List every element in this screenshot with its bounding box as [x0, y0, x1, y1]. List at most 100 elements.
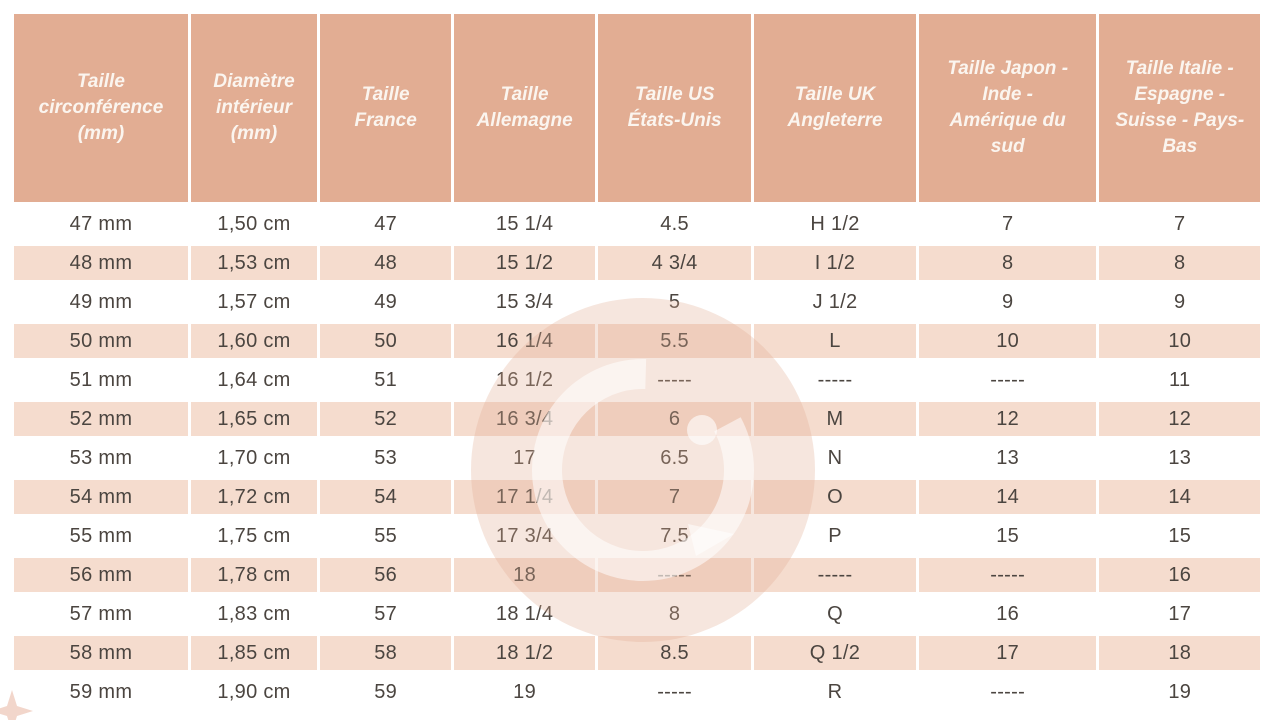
table-cell-allemagne: 18 — [454, 558, 596, 592]
header-row: Taille circonférence (mm) Diamètre intéri… — [14, 14, 1260, 202]
table-cell-uk: O — [754, 480, 916, 514]
table-cell-japon: 14 — [918, 480, 1097, 514]
table-cell-japon: 10 — [918, 324, 1097, 358]
table-cell-france: 48 — [320, 246, 452, 280]
table-body: 47 mm 1,50 cm 47 15 1/4 4.5 H 1/2 7 7 48 mm 1,53 … — [14, 207, 1260, 709]
table-cell-uk: J 1/2 — [754, 285, 916, 319]
table-cell-allemagne: 18 1/2 — [454, 636, 596, 670]
table-cell-japon: ----- — [918, 558, 1097, 592]
table-cell-allemagne: 17 1/4 — [454, 480, 596, 514]
table-cell-allemagne: 19 — [454, 675, 596, 709]
table-cell-uk: L — [754, 324, 916, 358]
table-cell-italie: 10 — [1099, 324, 1260, 358]
table-row: 48 mm 1,53 cm 48 15 1/2 4 3/4 I 1/2 8 8 — [14, 246, 1260, 280]
column-header-diametre-interieur: Diamètre intérieur (mm) — [190, 14, 318, 202]
table-cell-allemagne: 15 1/4 — [454, 207, 596, 241]
table-row: 47 mm 1,50 cm 47 15 1/4 4.5 H 1/2 7 7 — [14, 207, 1260, 241]
table-cell-france: 56 — [320, 558, 452, 592]
table-row: 55 mm 1,75 cm 55 17 3/4 7.5 P 15 15 — [14, 519, 1260, 553]
table-cell-allemagne: 15 1/2 — [454, 246, 596, 280]
table-cell-japon: 15 — [918, 519, 1097, 553]
table-cell-uk: P — [754, 519, 916, 553]
table-cell-us: 8.5 — [598, 636, 752, 670]
table-cell-uk: ----- — [754, 558, 916, 592]
table-cell-circonference: 50 mm — [14, 324, 188, 358]
table-cell-france: 54 — [320, 480, 452, 514]
table-row: 49 mm 1,57 cm 49 15 3/4 5 J 1/2 9 9 — [14, 285, 1260, 319]
table-cell-uk: ----- — [754, 363, 916, 397]
table-cell-diametre-interieur: 1,57 cm — [190, 285, 318, 319]
table-row: 56 mm 1,78 cm 56 18 ----- ----- ----- 16 — [14, 558, 1260, 592]
table-cell-allemagne: 17 — [454, 441, 596, 475]
table-cell-allemagne: 16 3/4 — [454, 402, 596, 436]
table-cell-italie: 15 — [1099, 519, 1260, 553]
column-header-italie: Taille Italie - Espagne - Suisse - Pays-… — [1099, 14, 1260, 202]
table-cell-italie: 7 — [1099, 207, 1260, 241]
table-cell-uk: N — [754, 441, 916, 475]
table-cell-circonference: 57 mm — [14, 597, 188, 631]
table-cell-circonference: 53 mm — [14, 441, 188, 475]
table-cell-diametre-interieur: 1,78 cm — [190, 558, 318, 592]
table-row: 50 mm 1,60 cm 50 16 1/4 5.5 L 10 10 — [14, 324, 1260, 358]
table-cell-uk: M — [754, 402, 916, 436]
table-cell-circonference: 59 mm — [14, 675, 188, 709]
table-cell-diametre-interieur: 1,65 cm — [190, 402, 318, 436]
table-cell-us: 8 — [598, 597, 752, 631]
table-cell-japon: 12 — [918, 402, 1097, 436]
table-cell-uk: Q 1/2 — [754, 636, 916, 670]
table-cell-allemagne: 15 3/4 — [454, 285, 596, 319]
table-cell-france: 53 — [320, 441, 452, 475]
table-cell-allemagne: 17 3/4 — [454, 519, 596, 553]
table-cell-circonference: 56 mm — [14, 558, 188, 592]
table-row: 53 mm 1,70 cm 53 17 6.5 N 13 13 — [14, 441, 1260, 475]
table-cell-italie: 16 — [1099, 558, 1260, 592]
table-cell-italie: 12 — [1099, 402, 1260, 436]
table-cell-diametre-interieur: 1,72 cm — [190, 480, 318, 514]
table-cell-italie: 19 — [1099, 675, 1260, 709]
table-cell-circonference: 58 mm — [14, 636, 188, 670]
table-cell-us: 5.5 — [598, 324, 752, 358]
table-cell-us: 7.5 — [598, 519, 752, 553]
table-cell-japon: 9 — [918, 285, 1097, 319]
table-cell-japon: 7 — [918, 207, 1097, 241]
column-header-us: Taille US États-Unis — [598, 14, 752, 202]
table-cell-japon: ----- — [918, 675, 1097, 709]
table-cell-japon: 16 — [918, 597, 1097, 631]
table-cell-diametre-interieur: 1,90 cm — [190, 675, 318, 709]
table-cell-uk: R — [754, 675, 916, 709]
table-row: 59 mm 1,90 cm 59 19 ----- R ----- 19 — [14, 675, 1260, 709]
table-cell-diametre-interieur: 1,50 cm — [190, 207, 318, 241]
table-cell-circonference: 47 mm — [14, 207, 188, 241]
column-header-france: Taille France — [320, 14, 452, 202]
table-cell-france: 50 — [320, 324, 452, 358]
table-cell-us: ----- — [598, 363, 752, 397]
table-cell-france: 58 — [320, 636, 452, 670]
table-cell-diametre-interieur: 1,75 cm — [190, 519, 318, 553]
table-cell-italie: 13 — [1099, 441, 1260, 475]
table-cell-circonference: 52 mm — [14, 402, 188, 436]
table-cell-circonference: 54 mm — [14, 480, 188, 514]
table-cell-us: 6 — [598, 402, 752, 436]
column-header-circonference: Taille circonférence (mm) — [14, 14, 188, 202]
table-cell-diametre-interieur: 1,64 cm — [190, 363, 318, 397]
table-cell-us: ----- — [598, 558, 752, 592]
table-cell-uk: H 1/2 — [754, 207, 916, 241]
table-cell-allemagne: 16 1/4 — [454, 324, 596, 358]
table-cell-us: 4 3/4 — [598, 246, 752, 280]
table-cell-japon: 8 — [918, 246, 1097, 280]
table-cell-france: 52 — [320, 402, 452, 436]
table-row: 52 mm 1,65 cm 52 16 3/4 6 M 12 12 — [14, 402, 1260, 436]
table-cell-uk: Q — [754, 597, 916, 631]
table-cell-us: 5 — [598, 285, 752, 319]
table-cell-italie: 11 — [1099, 363, 1260, 397]
table-cell-diametre-interieur: 1,85 cm — [190, 636, 318, 670]
table-cell-us: 7 — [598, 480, 752, 514]
table-cell-diametre-interieur: 1,53 cm — [190, 246, 318, 280]
table-cell-france: 57 — [320, 597, 452, 631]
table-row: 54 mm 1,72 cm 54 17 1/4 7 O 14 14 — [14, 480, 1260, 514]
table-cell-diametre-interieur: 1,83 cm — [190, 597, 318, 631]
column-header-uk: Taille UK Angleterre — [754, 14, 916, 202]
table-cell-circonference: 48 mm — [14, 246, 188, 280]
table-cell-italie: 17 — [1099, 597, 1260, 631]
table-cell-us: 4.5 — [598, 207, 752, 241]
